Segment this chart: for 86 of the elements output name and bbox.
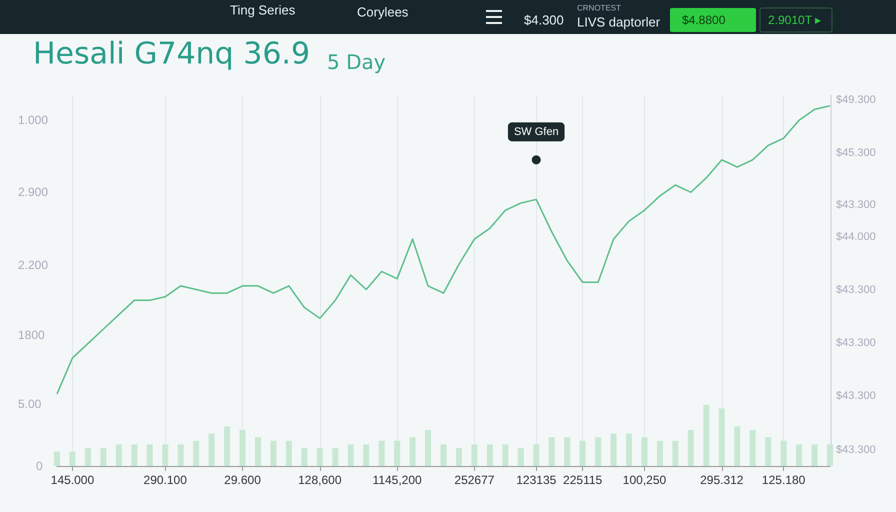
x-tick-label: 145.000 xyxy=(50,473,94,487)
x-tick-label: 29.600 xyxy=(224,473,262,487)
bar xyxy=(440,444,446,466)
text: $44.000 xyxy=(836,231,876,243)
bar xyxy=(486,444,493,466)
bar xyxy=(100,448,106,466)
bar xyxy=(765,437,772,466)
text: LIVS daptorler xyxy=(577,14,661,30)
bar xyxy=(410,437,416,466)
bar xyxy=(827,444,833,466)
x-tick-label: 252677 xyxy=(454,473,495,487)
bar xyxy=(718,408,725,466)
text: $45.300 xyxy=(836,147,876,159)
bar xyxy=(332,448,338,466)
bar xyxy=(703,404,710,466)
bar xyxy=(208,434,215,466)
annotation: SW Gfen xyxy=(514,126,559,138)
bar xyxy=(116,444,122,466)
bar xyxy=(224,426,230,466)
bar xyxy=(580,440,586,466)
text: Ting Series xyxy=(230,2,296,18)
bar xyxy=(610,434,617,466)
bar xyxy=(641,437,648,466)
x-tick-label: 225115 xyxy=(563,473,603,487)
bar xyxy=(471,444,478,466)
bar xyxy=(595,437,602,466)
x-tick-label: 123135 xyxy=(516,473,557,487)
bar xyxy=(286,440,292,466)
bar xyxy=(69,452,76,466)
bar xyxy=(626,434,632,466)
bar xyxy=(672,440,678,466)
text: 5.00 xyxy=(18,397,42,411)
bar xyxy=(54,452,60,466)
bar xyxy=(796,444,802,466)
text: $4.300 xyxy=(524,12,564,28)
bar xyxy=(146,444,153,466)
bar xyxy=(363,444,370,466)
text: $43.300 xyxy=(836,284,876,296)
x-tick-label: 1145,200 xyxy=(372,473,422,487)
text: CRNOTEST xyxy=(577,4,622,12)
bar xyxy=(812,444,818,466)
text: $43.300 xyxy=(836,199,876,211)
bar xyxy=(378,440,385,466)
bar xyxy=(734,426,740,466)
bar xyxy=(425,430,432,466)
x-tick-label: 100,250 xyxy=(622,473,666,487)
bar xyxy=(548,437,555,466)
bar xyxy=(131,444,138,466)
bar xyxy=(254,437,261,466)
x-tick-label: 290.100 xyxy=(144,473,188,487)
text: 1.000 xyxy=(18,113,48,127)
bar xyxy=(656,440,663,466)
bar xyxy=(193,440,200,466)
bar xyxy=(240,430,246,466)
chart-subtitle: 5 Day xyxy=(327,50,386,74)
x-tick-label: 295.312 xyxy=(700,473,744,487)
x-tick-label: 125.180 xyxy=(762,473,806,487)
text: 0 xyxy=(36,459,43,473)
bar xyxy=(533,444,540,466)
bar xyxy=(348,444,354,466)
bar xyxy=(780,440,787,466)
bar xyxy=(162,444,168,466)
text: $49.300 xyxy=(836,94,876,106)
text: 2.9010T ▸ xyxy=(768,13,822,27)
bar xyxy=(301,448,308,466)
bar xyxy=(178,444,184,466)
bar xyxy=(84,448,91,466)
text: 2.900 xyxy=(18,185,48,199)
text: 2.200 xyxy=(18,258,48,272)
text: Corylees xyxy=(357,4,409,20)
bar xyxy=(270,440,276,466)
bar xyxy=(688,430,694,466)
chart-title: Hesali G74nq 36.9 xyxy=(33,36,310,72)
text: $43.300 xyxy=(836,390,876,402)
bar xyxy=(518,448,524,466)
bar xyxy=(750,430,756,466)
bar xyxy=(564,437,570,466)
bar xyxy=(502,444,508,466)
text: 1800 xyxy=(18,328,46,342)
bar xyxy=(456,448,462,466)
text: $43.300 xyxy=(836,337,876,349)
x-tick-label: 128,600 xyxy=(298,473,342,487)
bar xyxy=(394,440,400,466)
bar xyxy=(316,448,323,466)
text: $43.300 xyxy=(836,444,876,456)
text: $4.8800 xyxy=(682,13,726,27)
